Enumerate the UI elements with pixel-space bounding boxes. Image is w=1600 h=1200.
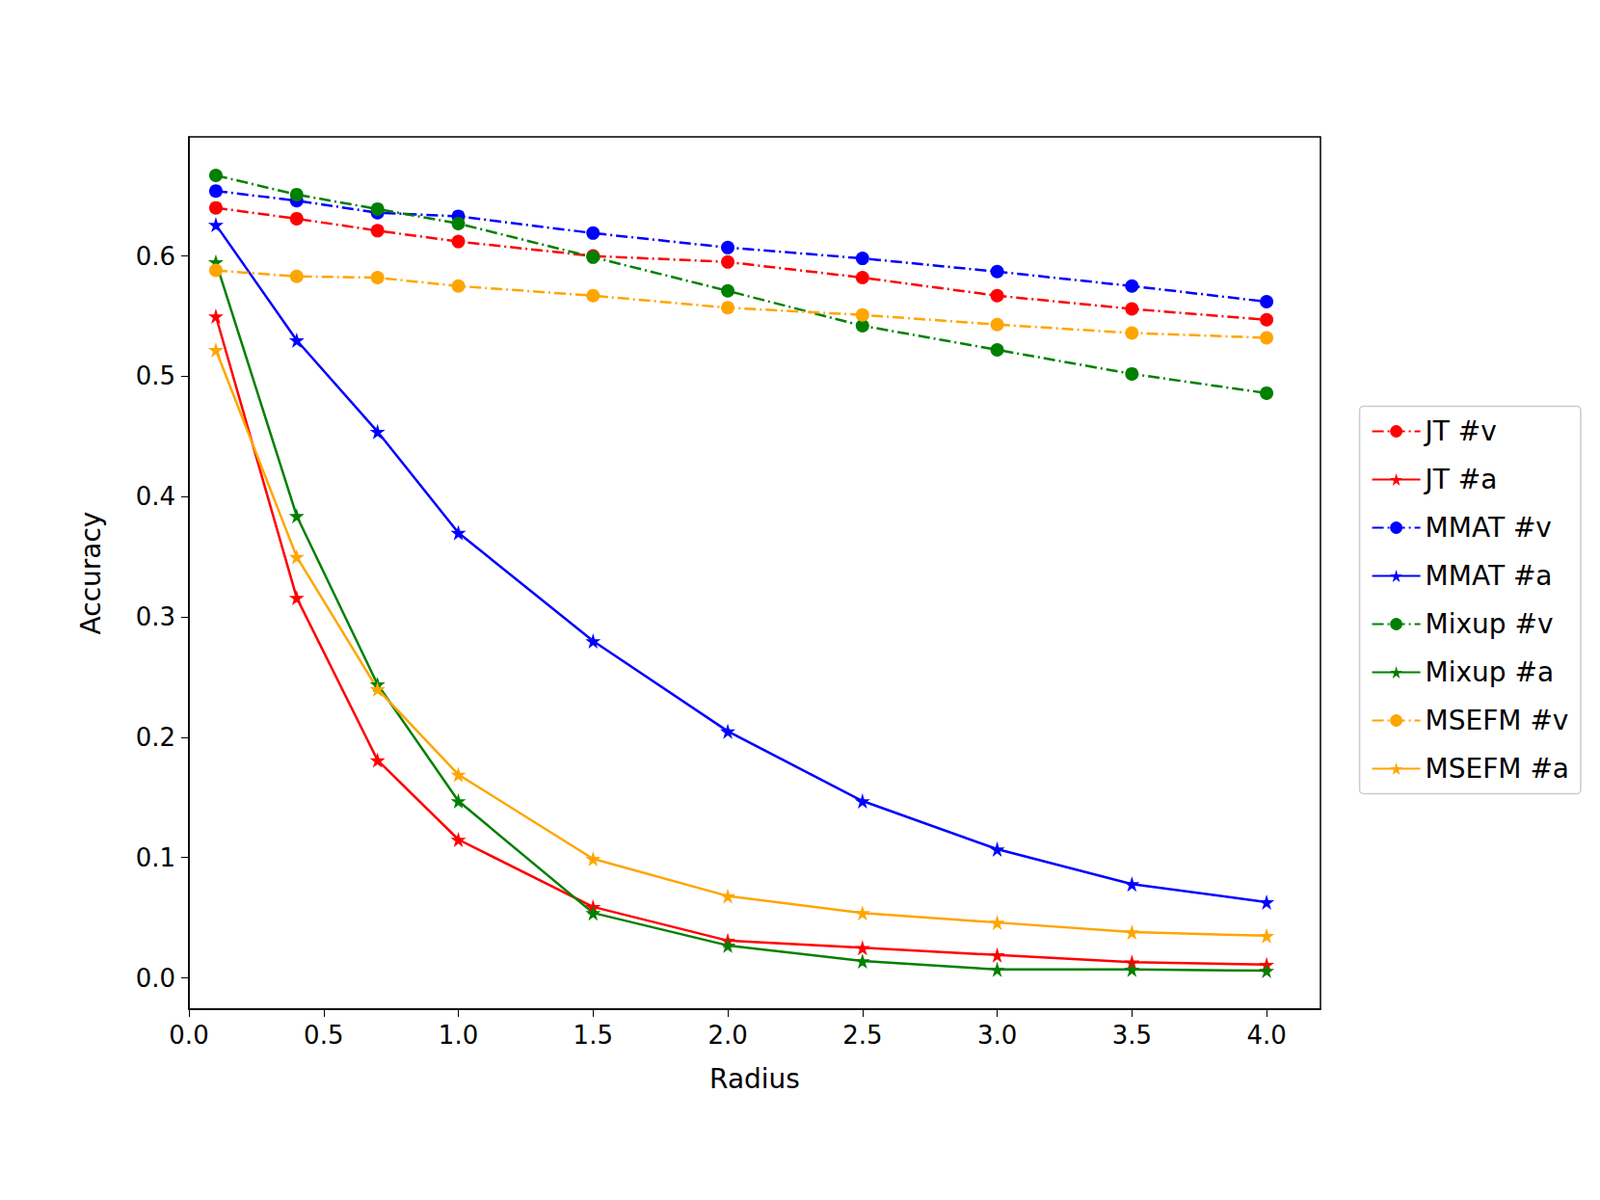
svg-text:0.0: 0.0	[135, 963, 176, 993]
svg-text:0.5: 0.5	[303, 1020, 344, 1050]
svg-text:Radius: Radius	[709, 1063, 800, 1095]
svg-text:MMAT #v: MMAT #v	[1425, 511, 1552, 544]
svg-text:0.3: 0.3	[135, 602, 176, 632]
svg-text:0.0: 0.0	[168, 1020, 209, 1050]
svg-text:2.5: 2.5	[842, 1020, 882, 1050]
svg-text:JT #a: JT #a	[1423, 463, 1498, 496]
svg-text:2.0: 2.0	[707, 1020, 747, 1050]
svg-text:MSEFM #v: MSEFM #v	[1425, 704, 1570, 737]
svg-text:Mixup #v: Mixup #v	[1425, 608, 1554, 640]
svg-text:0.2: 0.2	[135, 722, 176, 752]
svg-text:MSEFM #a: MSEFM #a	[1425, 752, 1570, 785]
svg-text:MMAT #a: MMAT #a	[1425, 560, 1553, 592]
svg-text:3.5: 3.5	[1112, 1020, 1152, 1050]
svg-text:0.1: 0.1	[135, 843, 176, 873]
svg-text:0.5: 0.5	[135, 361, 176, 391]
svg-text:3.0: 3.0	[977, 1020, 1017, 1050]
svg-text:0.4: 0.4	[135, 481, 176, 511]
svg-text:Mixup #a: Mixup #a	[1425, 656, 1555, 689]
svg-text:0.6: 0.6	[135, 241, 176, 271]
svg-text:1.5: 1.5	[573, 1020, 614, 1050]
svg-text:JT #v: JT #v	[1423, 415, 1497, 448]
svg-text:Accuracy: Accuracy	[75, 511, 107, 636]
svg-text:1.0: 1.0	[438, 1020, 479, 1050]
svg-text:4.0: 4.0	[1246, 1020, 1286, 1050]
